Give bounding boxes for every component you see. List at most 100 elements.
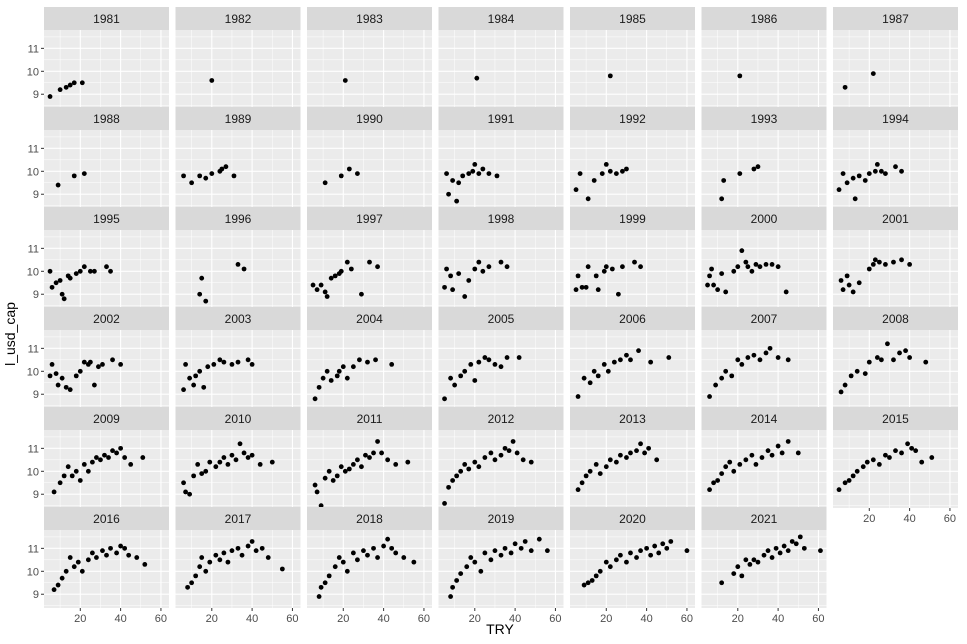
facet-panel: 1992	[570, 107, 695, 208]
data-point	[344, 259, 350, 265]
data-point	[100, 362, 105, 367]
data-point	[51, 587, 57, 593]
data-point	[207, 559, 213, 565]
data-point	[514, 450, 520, 456]
data-point	[840, 171, 846, 176]
panel-background	[307, 530, 432, 608]
data-point	[585, 580, 591, 586]
facet-panel: 1986	[701, 7, 827, 108]
data-point	[775, 264, 781, 270]
panel-background	[701, 30, 827, 108]
data-point	[371, 450, 376, 456]
facet-strip	[833, 407, 958, 430]
data-point	[318, 503, 324, 509]
data-point	[492, 362, 498, 367]
data-point	[684, 548, 690, 554]
data-point	[334, 473, 340, 479]
data-point	[862, 371, 868, 376]
data-point	[110, 448, 115, 454]
data-point	[899, 168, 904, 174]
facet-strip	[701, 207, 827, 230]
facet-panel: 2021	[701, 507, 827, 608]
data-point	[609, 266, 615, 272]
data-point	[735, 264, 741, 270]
data-point	[225, 462, 231, 467]
facet-panel: 2002	[44, 307, 169, 408]
data-point	[719, 375, 725, 381]
data-point	[769, 555, 775, 560]
data-point	[613, 171, 619, 176]
data-point	[385, 457, 391, 463]
data-point	[751, 557, 757, 563]
data-point	[476, 171, 482, 176]
data-point	[601, 268, 607, 274]
data-point	[482, 355, 488, 360]
facet-strip	[438, 407, 564, 430]
facet-strip-label: 2018	[356, 512, 383, 526]
data-point	[618, 552, 623, 558]
facet-panel: 2006	[570, 307, 695, 408]
data-point	[795, 450, 801, 456]
panel-background	[833, 330, 958, 408]
data-point	[209, 78, 215, 83]
data-point	[462, 368, 468, 374]
facet-strip	[175, 407, 301, 430]
data-point	[446, 191, 451, 197]
facet-strip-label: 1994	[882, 112, 909, 126]
data-point	[100, 548, 105, 554]
data-point	[462, 294, 468, 299]
data-point	[883, 262, 888, 267]
data-point	[597, 471, 603, 476]
panel-background	[175, 230, 301, 308]
data-point	[648, 552, 654, 558]
data-point	[89, 550, 95, 556]
data-point	[476, 464, 482, 470]
data-point	[350, 550, 356, 556]
data-point	[460, 173, 466, 179]
panel-background	[175, 130, 301, 208]
data-point	[104, 264, 109, 270]
data-point	[668, 539, 674, 544]
facet-strip	[833, 207, 958, 230]
data-point	[355, 457, 360, 463]
data-point	[715, 478, 721, 483]
data-point	[332, 564, 338, 570]
data-point	[225, 559, 231, 565]
data-point	[181, 480, 186, 486]
data-point	[705, 282, 710, 288]
data-point	[241, 266, 247, 272]
data-point	[464, 564, 470, 570]
y-tick-label: 9	[33, 389, 39, 401]
data-point	[605, 368, 611, 374]
data-point	[336, 555, 342, 560]
data-point	[731, 468, 737, 474]
data-point	[181, 173, 186, 179]
facet-strip-label: 1998	[488, 212, 515, 226]
panel-background	[570, 330, 695, 408]
facet-strip-label: 2001	[882, 212, 909, 226]
panel-background	[833, 430, 958, 508]
data-point	[893, 448, 898, 454]
facet-panel: 2015	[833, 407, 958, 508]
data-point	[518, 545, 524, 551]
data-point	[923, 359, 929, 365]
data-point	[338, 268, 344, 274]
facet-panel: 2019	[438, 507, 564, 608]
data-point	[585, 264, 591, 270]
facet-strip-label: 1983	[356, 12, 383, 26]
facet-panel: 2017	[175, 507, 301, 608]
facet-strip	[833, 7, 958, 30]
facet-strip-label: 2004	[356, 312, 383, 326]
panel-background	[701, 230, 827, 308]
data-point	[474, 75, 480, 81]
data-point	[322, 180, 328, 186]
panel-background	[701, 130, 827, 208]
data-point	[870, 71, 876, 76]
data-point	[108, 545, 113, 551]
facet-panel: 1990	[307, 107, 432, 208]
data-point	[755, 559, 761, 565]
data-point	[575, 273, 581, 279]
data-point	[365, 552, 370, 558]
data-point	[528, 459, 534, 465]
data-point	[456, 271, 462, 276]
